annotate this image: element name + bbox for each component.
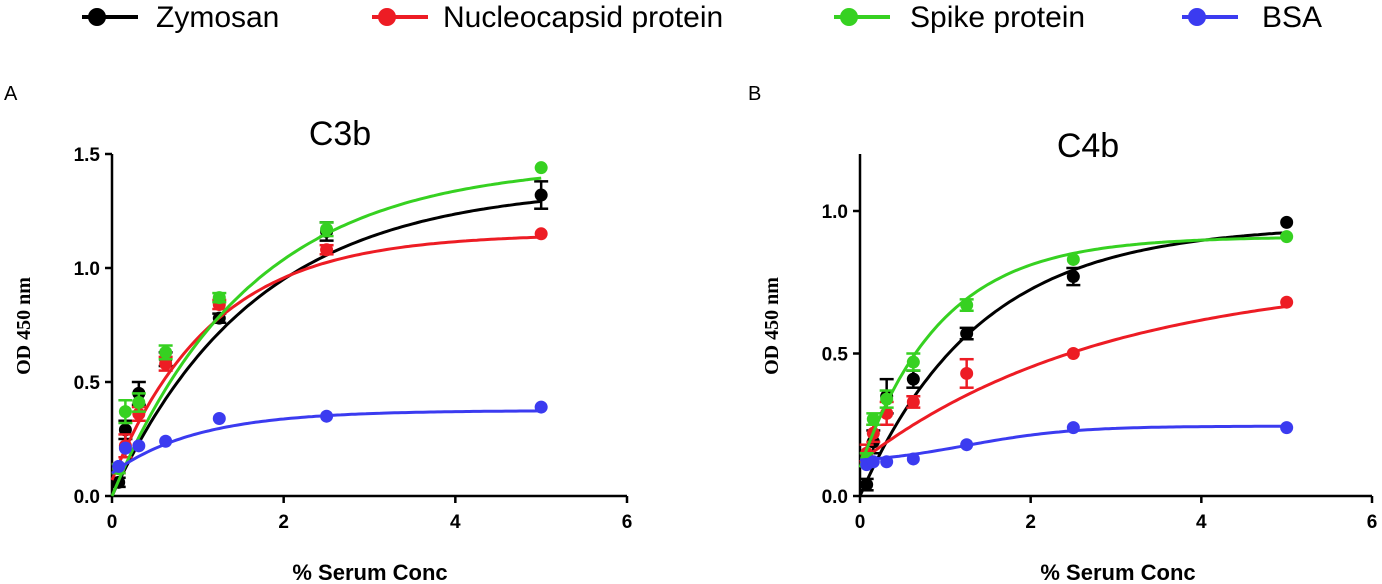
x-tick-label: 6 [1367, 512, 1378, 533]
legend: Zymosan Nucleocapsid protein Spike prote… [82, 1, 1322, 34]
panel-letter-a: A [4, 83, 18, 105]
chart-panel-b: B C4b OD 450 nm % Serum Conc 0.0 0.5 1.0 0 2… [748, 83, 1377, 584]
data-point-spike [1280, 230, 1293, 243]
data-point-spike [867, 413, 880, 426]
legend-marker-spike [840, 8, 858, 26]
legend-label-nucleocapsid: Nucleocapsid protein [443, 1, 723, 34]
x-axis-label-a: % Serum Conc [292, 560, 447, 584]
y-tick-label: 1.0 [822, 202, 848, 223]
data-point-zymosan [860, 478, 873, 491]
fit-curve-nucleocapsid [112, 237, 541, 480]
y-tick-label: 0.0 [822, 487, 848, 508]
data-point-spike [880, 393, 893, 406]
chart-panel-a: A C3b OD 450 nm % Serum Conc 0.0 0.5 1.0 1.… [4, 83, 632, 584]
y-axis-label-a: OD 450 nm [13, 277, 35, 375]
legend-label-bsa: BSA [1262, 1, 1322, 34]
data-point-bsa [132, 439, 145, 452]
data-point-nucleocapsid [535, 227, 548, 240]
y-tick-label: 0.5 [74, 373, 101, 394]
data-point-zymosan [535, 189, 548, 202]
x-tick-label: 6 [622, 512, 633, 533]
data-point-zymosan [1280, 216, 1293, 229]
data-point-bsa [119, 442, 132, 455]
data-point-zymosan [1067, 270, 1080, 283]
data-point-bsa [213, 412, 226, 425]
data-point-spike [320, 223, 333, 236]
data-point-spike [960, 299, 973, 312]
data-point-zymosan [960, 327, 973, 340]
data-point-bsa [1067, 421, 1080, 434]
data-point-bsa [907, 452, 920, 465]
data-point-spike [132, 396, 145, 409]
panel-letter-b: B [748, 83, 761, 105]
legend-item-spike: Spike protein [834, 1, 1085, 34]
x-tick-label: 4 [1196, 512, 1207, 533]
data-point-bsa [535, 401, 548, 414]
data-point-nucleocapsid [320, 243, 333, 256]
chart-title-c4b: C4b [1057, 127, 1119, 165]
data-point-nucleocapsid [907, 395, 920, 408]
y-tick-label: 0.5 [822, 345, 849, 366]
data-point-bsa [320, 410, 333, 423]
legend-label-zymosan: Zymosan [156, 1, 279, 34]
x-tick-label: 0 [107, 512, 118, 533]
data-point-nucleocapsid [1280, 296, 1293, 309]
chart-title-c3b: C3b [309, 115, 371, 153]
data-point-nucleocapsid [960, 367, 973, 380]
legend-marker-nucleocapsid [378, 8, 396, 26]
legend-label-spike: Spike protein [910, 1, 1085, 34]
data-point-spike [213, 291, 226, 304]
data-point-bsa [960, 438, 973, 451]
y-axis-label-b: OD 450 nm [761, 277, 783, 375]
data-point-bsa [112, 460, 125, 473]
data-point-spike [119, 405, 132, 418]
x-tick-label: 4 [450, 512, 461, 533]
data-point-bsa [880, 455, 893, 468]
data-point-zymosan [907, 373, 920, 386]
data-point-nucleocapsid [1067, 347, 1080, 360]
x-tick-label: 0 [855, 512, 866, 533]
data-point-bsa [867, 455, 880, 468]
legend-item-bsa: BSA [1182, 1, 1322, 34]
legend-item-nucleocapsid: Nucleocapsid protein [372, 1, 723, 34]
y-tick-label: 1.5 [74, 145, 101, 166]
data-point-spike [907, 356, 920, 369]
data-point-spike [535, 161, 548, 174]
data-point-bsa [1280, 421, 1293, 434]
x-axis-label-b: % Serum Conc [1040, 560, 1195, 584]
data-point-spike [159, 346, 172, 359]
x-tick-label: 2 [278, 512, 289, 533]
figure-canvas: Zymosan Nucleocapsid protein Spike prote… [0, 0, 1382, 584]
legend-marker-zymosan [88, 8, 106, 26]
legend-item-zymosan: Zymosan [82, 1, 279, 34]
y-tick-label: 0.0 [74, 487, 100, 508]
y-tick-label: 1.0 [74, 259, 100, 280]
data-point-spike [1067, 253, 1080, 266]
data-point-bsa [159, 435, 172, 448]
x-tick-label: 2 [1025, 512, 1036, 533]
legend-marker-bsa [1188, 8, 1206, 26]
